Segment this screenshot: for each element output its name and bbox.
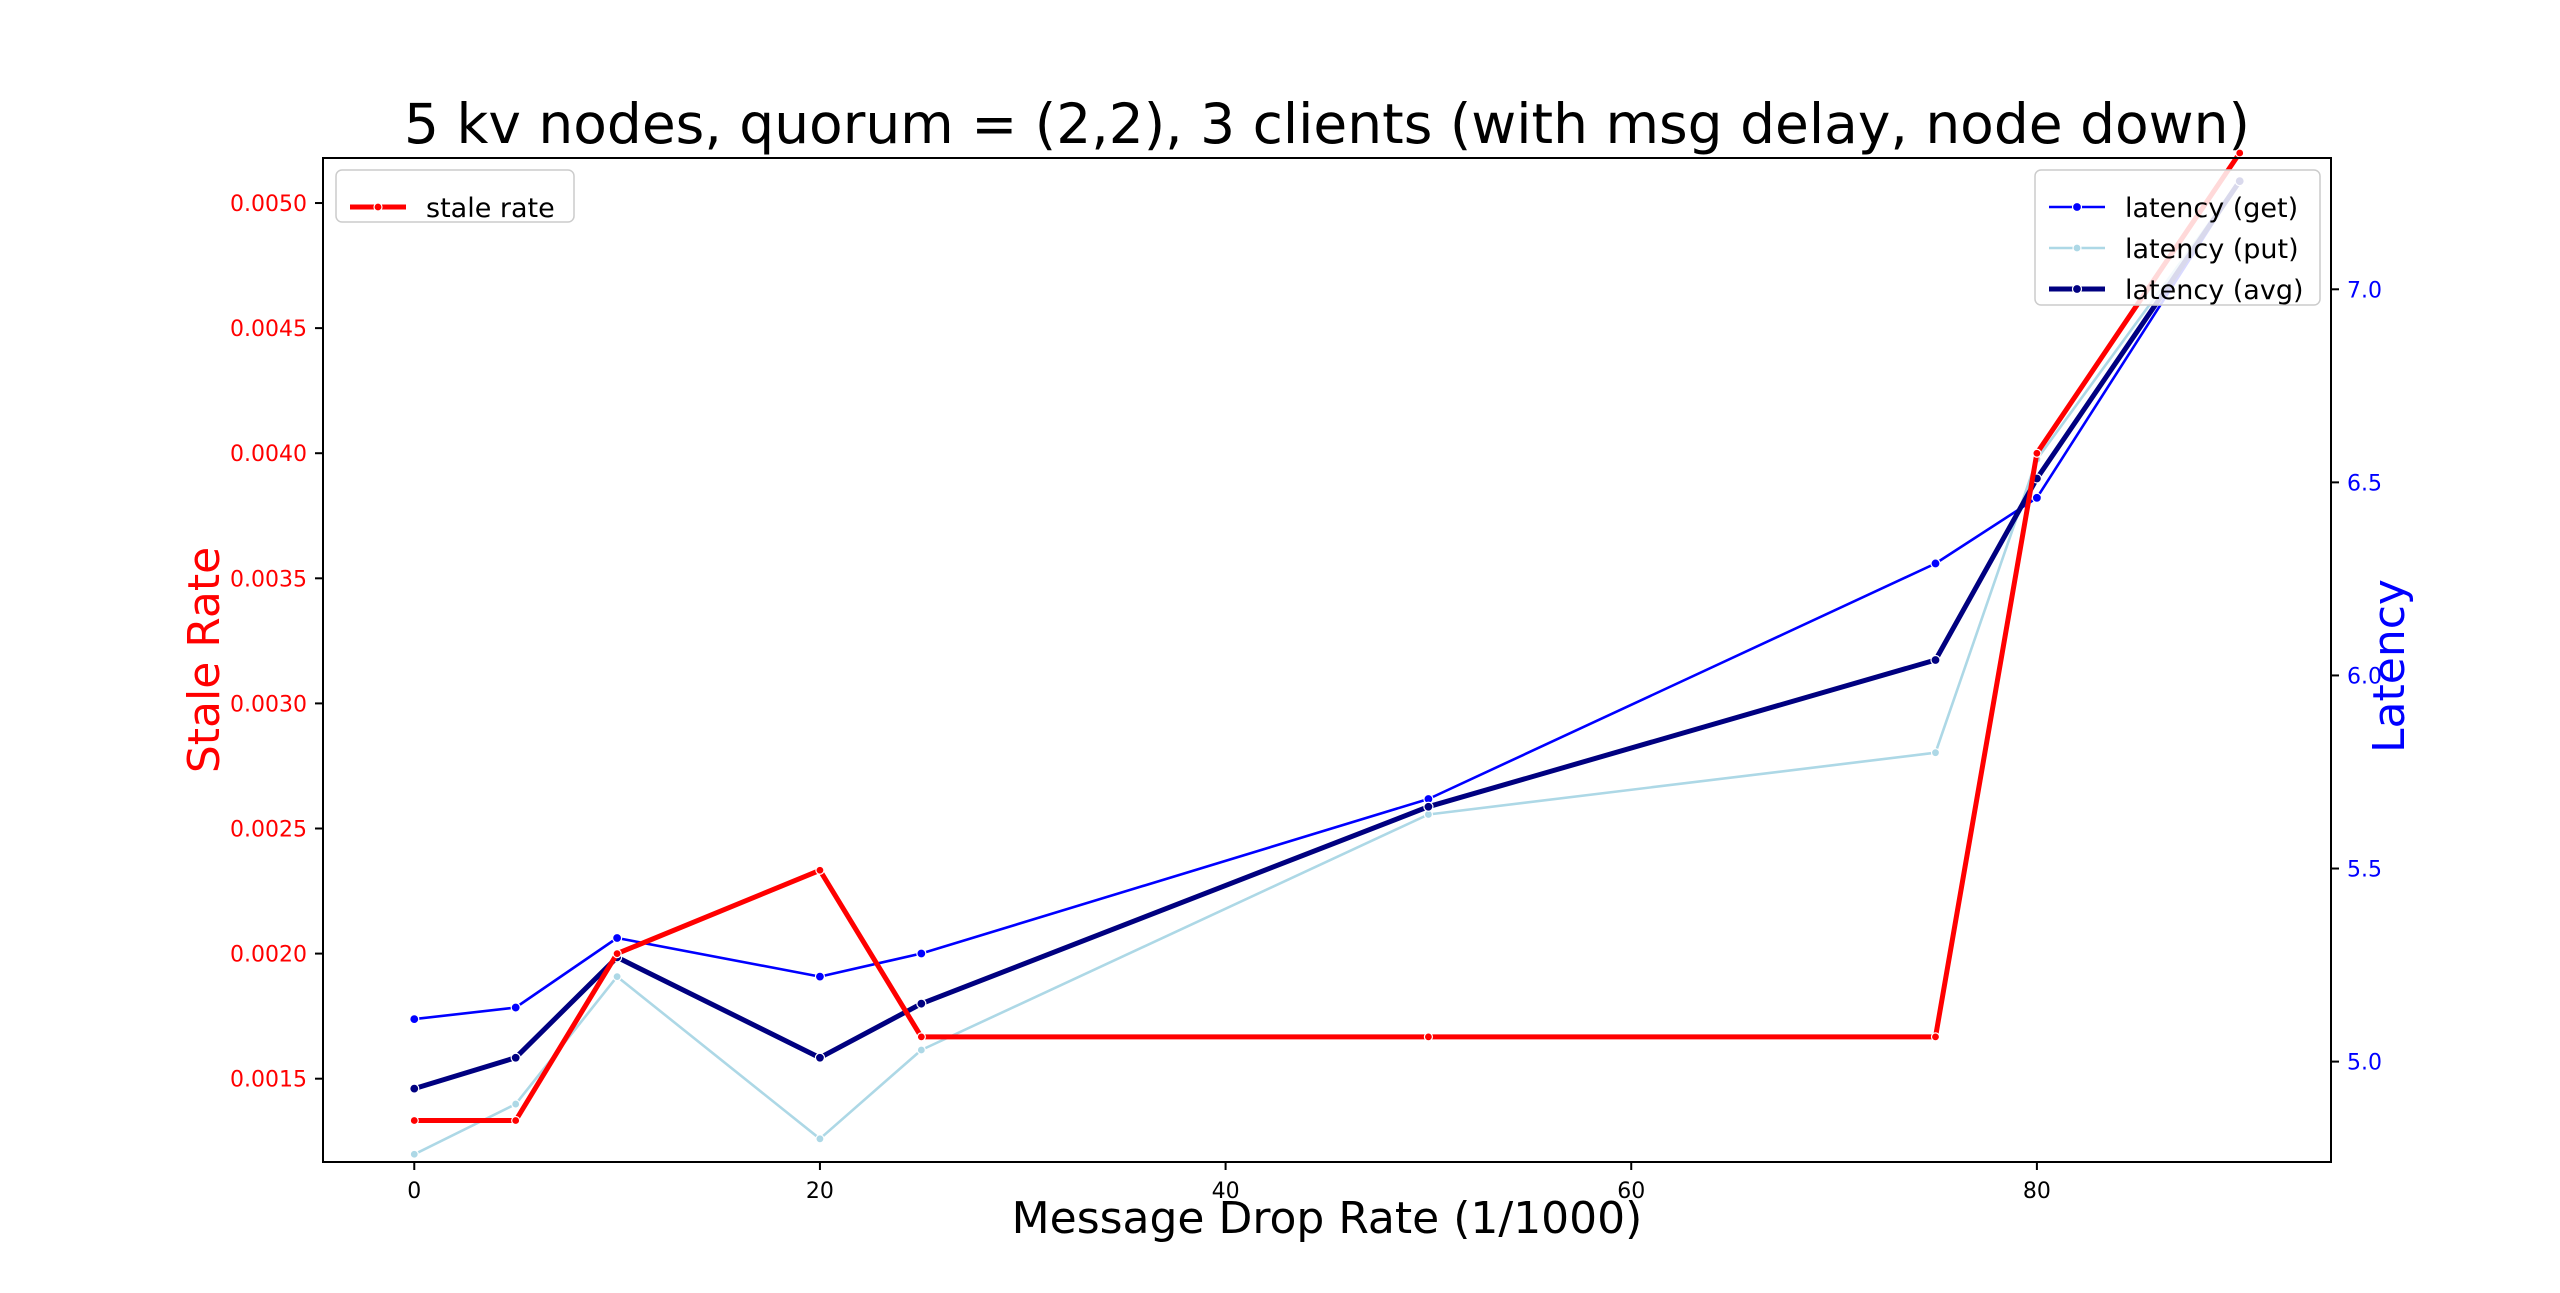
x-tick-label: 80 [2023, 1179, 2051, 1204]
y-left-tick-label: 0.0050 [230, 192, 307, 217]
data-point-latency-get [612, 932, 623, 944]
x-tick-label: 60 [1617, 1179, 1645, 1204]
y-left-tick-label: 0.0020 [230, 943, 307, 968]
legend-swatch-marker [373, 202, 383, 212]
data-point-stale-rate [1423, 1032, 1434, 1042]
y-axis-left: 0.0015 0.0020 0.0025 0.0030 0.0035 0.0040 0.00… [230, 192, 323, 1093]
legend-entry-latency-put: latency (put) [2049, 234, 2299, 265]
legend-entry-latency-get: latency (get) [2049, 193, 2298, 224]
plot-area-frame [322, 157, 2332, 1163]
legend-box [2034, 169, 2321, 306]
y-axis-left-label: Stale Rate [179, 547, 230, 773]
data-point-stale-rate [916, 1032, 926, 1042]
y-right-tick-label: 5.0 [2347, 1051, 2382, 1076]
data-point-stale-rate [815, 865, 825, 875]
y-left-tick-label: 0.0035 [230, 567, 307, 592]
y-right-tick-label: 6.5 [2347, 471, 2382, 496]
y-left-tick-label: 0.0015 [230, 1068, 307, 1093]
legend-label: latency (get) [2125, 193, 2298, 224]
legend-stale-rate: stale rate [335, 169, 575, 224]
data-point-latency-put [916, 1045, 926, 1055]
chart-title: 5 kv nodes, quorum = (2,2), 3 clients (w… [404, 92, 2250, 156]
y-left-tick-label: 0.0040 [230, 442, 307, 467]
data-point-stale-rate [511, 1115, 521, 1126]
data-point-stale-rate [612, 948, 622, 959]
data-point-latency-avg [409, 1083, 420, 1094]
data-point-latency-get [2031, 492, 2042, 503]
data-point-latency-put [409, 1149, 419, 1159]
legend-swatch-marker [2072, 243, 2082, 253]
data-point-latency-get [916, 948, 927, 959]
y-right-tick-label: 6.0 [2347, 664, 2382, 689]
y-left-tick-label: 0.0030 [230, 692, 307, 717]
data-point-latency-put [511, 1099, 521, 1109]
data-point-stale-rate [2032, 448, 2042, 458]
data-point-latency-get [814, 971, 826, 982]
data-point-latency-get [409, 1014, 420, 1025]
y-left-tick-label: 0.0045 [230, 317, 307, 342]
data-point-latency-put [1930, 748, 1941, 758]
data-point-latency-avg [916, 998, 927, 1009]
x-axis-label: Message Drop Rate (1/1000) [1012, 1193, 1643, 1244]
y-axis-right: 5.0 5.5 6.0 6.5 7.0 [2331, 278, 2382, 1076]
data-point-stale-rate [2235, 148, 2245, 158]
legend-swatch-marker [2071, 283, 2083, 295]
legend-latency: latency (get) latency (put) latency (avg) [2034, 169, 2321, 306]
data-point-latency-get [510, 1002, 521, 1013]
y-right-tick-label: 5.5 [2347, 858, 2382, 883]
legend-entry-stale-rate: stale rate [350, 193, 555, 224]
legend-entry-latency-avg: latency (avg) [2049, 275, 2304, 306]
y-axis-right-label: Latency [2364, 579, 2415, 753]
y-left-tick-label: 0.0025 [230, 818, 307, 843]
data-point-latency-avg [1930, 654, 1941, 666]
data-point-latency-avg [1423, 801, 1434, 812]
legend-label: stale rate [426, 193, 555, 224]
data-point-latency-put [815, 1134, 825, 1144]
legend-label: latency (put) [2125, 234, 2299, 265]
x-tick-label: 20 [806, 1179, 834, 1204]
data-point-latency-put [612, 972, 622, 982]
legend-label: latency (avg) [2125, 275, 2304, 306]
series-layer [409, 148, 2245, 1159]
data-point-latency-avg [814, 1052, 826, 1063]
legend-swatch-marker [2071, 201, 2083, 213]
data-point-latency-get [1930, 558, 1941, 569]
x-tick-label: 0 [407, 1179, 421, 1204]
x-tick-label: 40 [1212, 1179, 1240, 1204]
data-point-stale-rate [1930, 1032, 1941, 1042]
data-point-stale-rate [409, 1115, 419, 1126]
x-axis: 0 20 40 60 80 [407, 1162, 2051, 1204]
data-point-latency-avg [510, 1052, 521, 1063]
y-right-tick-label: 7.0 [2347, 278, 2382, 303]
series-stale-rate [409, 148, 2245, 1126]
